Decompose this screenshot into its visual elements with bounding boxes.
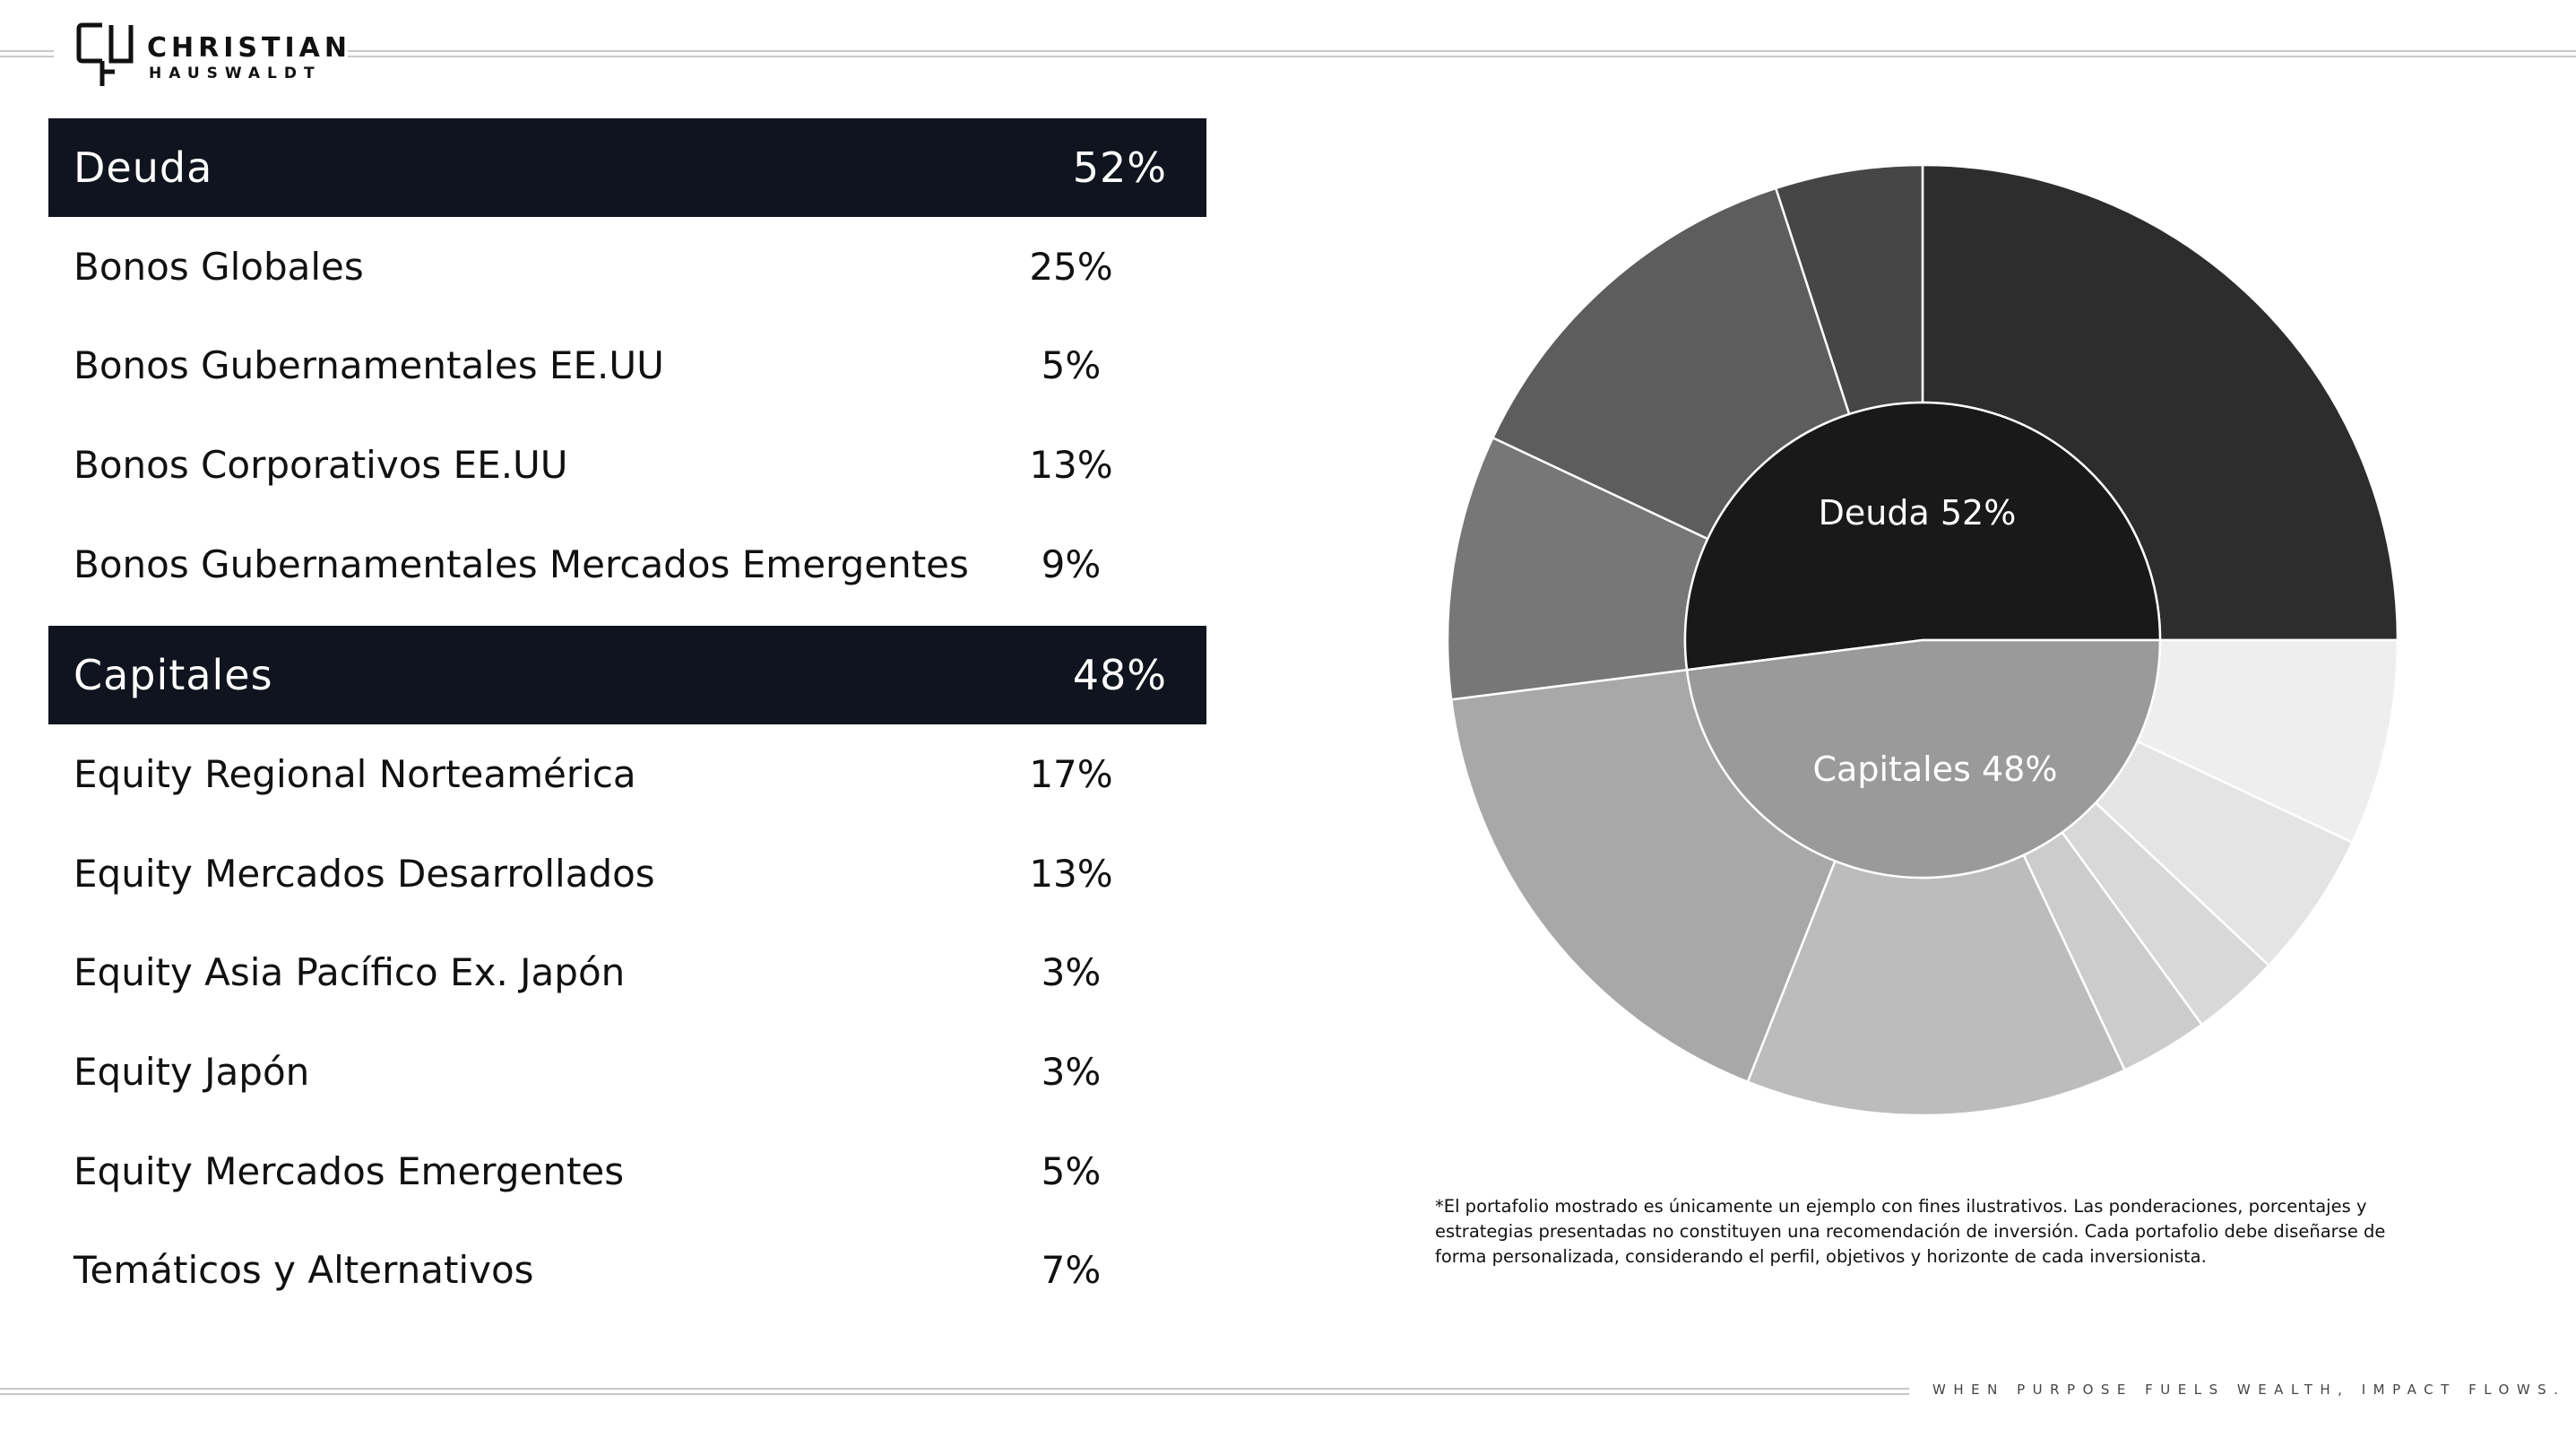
row-label: Equity Japón — [73, 1049, 310, 1094]
group-name: Deuda — [73, 143, 213, 192]
table-row: Equity Japón 3% — [48, 1022, 1206, 1122]
row-label: Bonos Gubernamentales EE.UU — [73, 343, 664, 388]
sunburst-svg: Deuda 52% Capitales 48% — [1446, 163, 2399, 1117]
row-pct: 13% — [1029, 442, 1113, 487]
brand-name-line2: HAUSWALDT — [149, 65, 322, 82]
row-label: Equity Mercados Emergentes — [73, 1148, 625, 1193]
table-row: Equity Mercados Emergentes 5% — [48, 1122, 1206, 1221]
table-row: Equity Asia Pacífico Ex. Japón 3% — [48, 923, 1206, 1023]
table-row: Equity Regional Norteamérica 17% — [48, 724, 1206, 824]
row-label: Equity Regional Norteamérica — [73, 752, 636, 797]
row-label: Temáticos y Alternativos — [73, 1248, 534, 1293]
inner-slice-1 — [1685, 638, 2162, 879]
top-rule-left — [0, 50, 54, 57]
inner-slice-0 — [1683, 401, 2162, 672]
inner-slice-label: Capitales 48% — [1813, 749, 2058, 789]
row-label: Equity Asia Pacífico Ex. Japón — [73, 950, 626, 995]
row-pct: 9% — [1041, 542, 1102, 586]
row-label: Bonos Corporativos EE.UU — [73, 442, 568, 487]
table-row: Temáticos y Alternativos 7% — [48, 1220, 1206, 1320]
brand-name-line1: CHRISTIAN — [147, 32, 351, 64]
bottom-rule — [0, 1388, 1909, 1395]
allocation-sunburst-chart: Deuda 52% Capitales 48% — [1407, 134, 2438, 1148]
row-label: Bonos Globales — [73, 244, 364, 289]
table-row: Bonos Globales 25% — [48, 217, 1206, 316]
row-pct: 3% — [1041, 1049, 1102, 1094]
top-rule-right — [348, 50, 2576, 57]
table-row: Bonos Gubernamentales EE.UU 5% — [48, 316, 1206, 416]
allocation-table: Deuda 52% Bonos Globales 25% Bonos Gubern… — [48, 118, 1206, 1320]
table-row: Bonos Gubernamentales Mercados Emergente… — [48, 515, 1206, 614]
group-header-capitales: Capitales 48% — [48, 626, 1206, 725]
row-pct: 5% — [1041, 1148, 1102, 1193]
row-label: Bonos Gubernamentales Mercados Emergente… — [73, 542, 969, 586]
group-name: Capitales — [73, 651, 273, 700]
row-pct: 5% — [1041, 343, 1102, 388]
logo-mark-icon — [76, 22, 134, 86]
row-pct: 17% — [1029, 752, 1113, 797]
row-pct: 3% — [1041, 950, 1102, 995]
brand-logo: CHRISTIAN HAUSWALDT — [75, 22, 347, 95]
row-pct: 7% — [1041, 1248, 1102, 1293]
table-row: Equity Mercados Desarrollados 13% — [48, 824, 1206, 923]
group-pct: 52% — [1072, 143, 1167, 192]
row-label: Equity Mercados Desarrollados — [73, 851, 655, 896]
row-pct: 25% — [1029, 244, 1113, 289]
inner-slice-label: Deuda 52% — [1819, 493, 2017, 533]
row-pct: 13% — [1029, 851, 1113, 896]
disclaimer-footnote: *El portafolio mostrado es únicamente un… — [1435, 1196, 2386, 1267]
tagline: WHEN PURPOSE FUELS WEALTH, IMPACT FLOWS. — [1932, 1382, 2566, 1398]
group-pct: 48% — [1072, 651, 1167, 700]
group-header-deuda: Deuda 52% — [48, 118, 1206, 217]
table-row: Bonos Corporativos EE.UU 13% — [48, 415, 1206, 515]
